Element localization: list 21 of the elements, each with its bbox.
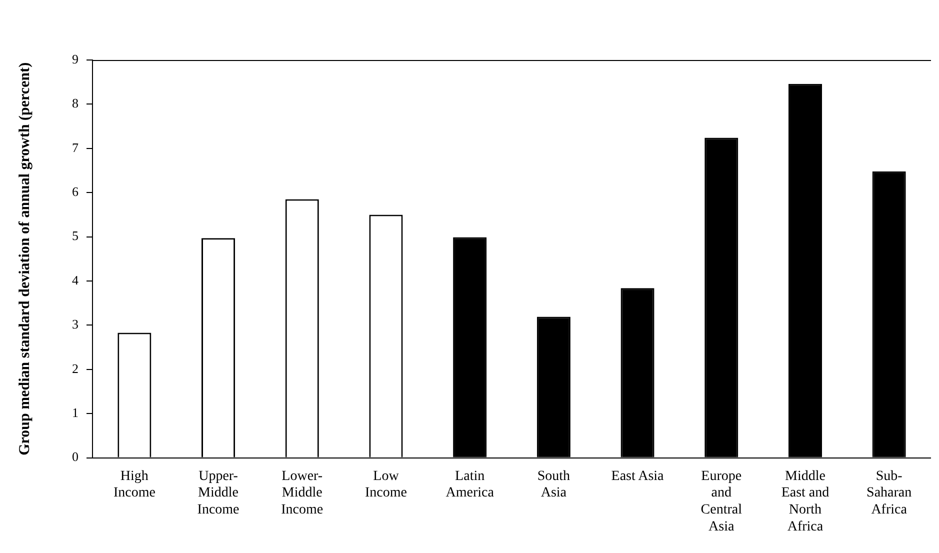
- x-tick-label: East Asia: [611, 468, 665, 484]
- x-tick-label: Upper-Middle Income: [197, 468, 240, 518]
- x-tick-label: Latin America: [446, 468, 495, 501]
- x-tick-label: Sub-Saharan Africa: [866, 468, 912, 518]
- y-tick-label: 3: [72, 316, 78, 332]
- y-tick-label: 7: [72, 140, 79, 155]
- y-tick-label: 1: [72, 405, 78, 420]
- x-tick-label: South Asia: [537, 468, 570, 501]
- y-tick-label: 2: [72, 360, 78, 376]
- x-tick-label: Middle East and North Africa: [781, 468, 830, 534]
- y-tick-label: 8: [72, 96, 78, 111]
- x-tick-label: Low Income: [364, 468, 407, 501]
- y-tick-label: 9: [72, 51, 78, 66]
- x-tick-label: Europe and Central Asia: [700, 468, 742, 534]
- y-axis-title: Group median standard deviation of annual growth (percent): [16, 62, 33, 456]
- y-tick-label: 4: [72, 272, 79, 288]
- y-tick-label: 5: [72, 228, 78, 244]
- y-tick-label: 6: [72, 184, 79, 200]
- y-tick-label: 0: [72, 449, 78, 464]
- x-tick-label: High Income: [113, 468, 156, 501]
- x-tick-label: Lower-Middle Income: [281, 468, 324, 518]
